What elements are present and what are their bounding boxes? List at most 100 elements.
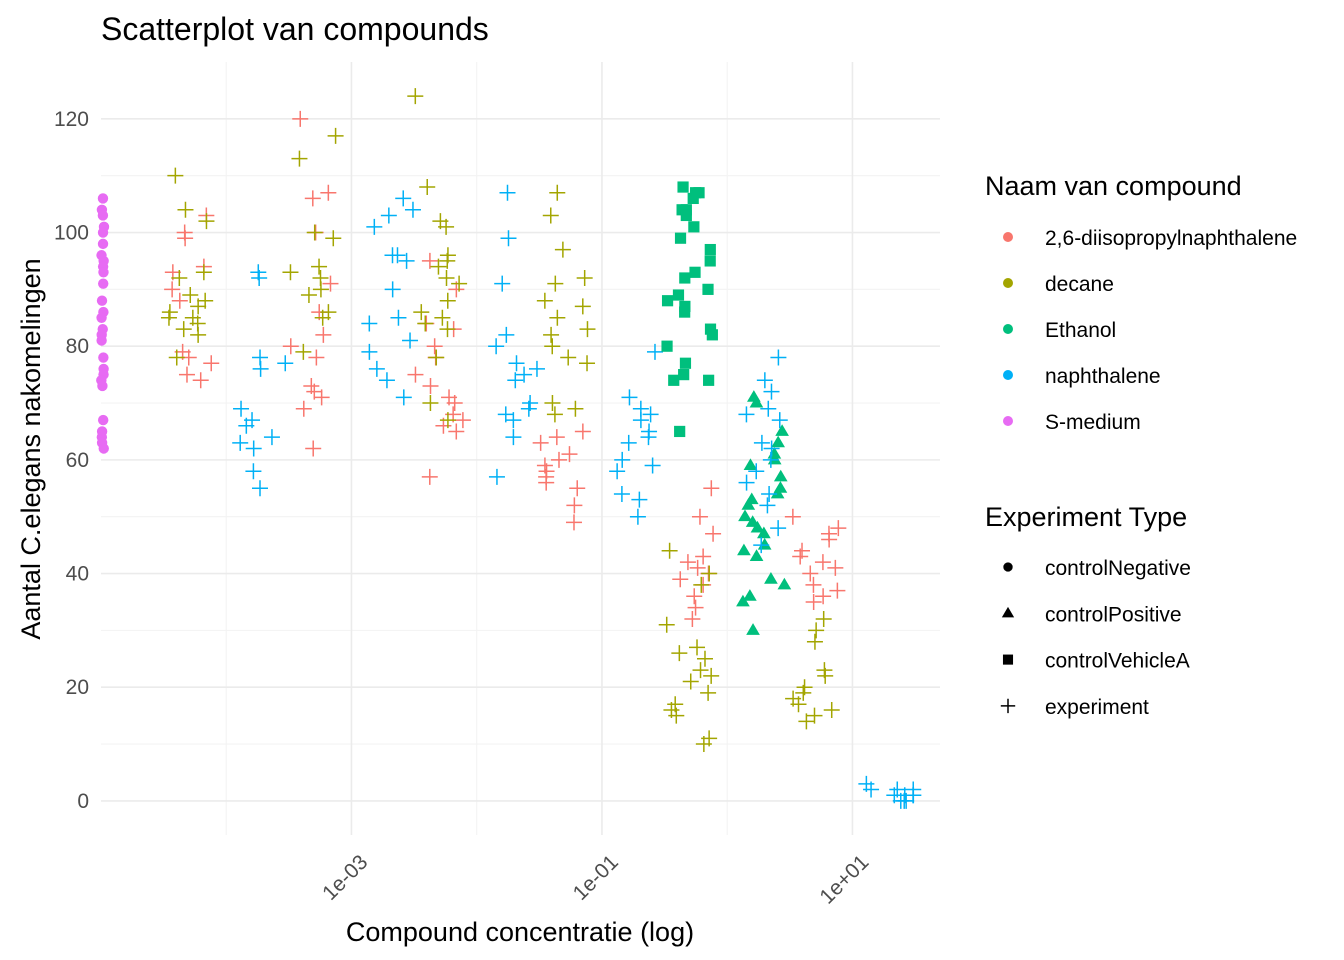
data-point-s-medium-controlnegative [98,267,109,278]
legend-shape-label: controlPositive [1045,603,1182,626]
data-point-ethanol-controlvehiclea [688,221,700,233]
data-point-decane-experiment [546,406,563,423]
data-point-2-6-diisopropylnaphthalene-experiment [192,372,209,389]
data-point-naphthalene-experiment [644,457,661,474]
data-point-decane-experiment [560,349,577,366]
legend-shape-label: controlVehicleA [1045,650,1190,673]
data-point-naphthalene-experiment [516,366,533,383]
data-point-ethanol-controlpositive [743,458,758,471]
data-point-decane-experiment [177,201,194,218]
x-axis-title: Compound concentratie (log) [346,917,694,947]
data-point-decane-experiment [579,321,596,338]
data-point-decane-experiment [314,309,331,326]
data-point-decane-experiment [544,395,561,412]
data-point-ethanol-controlvehiclea [689,266,701,278]
data-point-naphthalene-experiment [753,434,770,451]
data-point-naphthalene-experiment [404,201,421,218]
data-point-naphthalene-experiment [251,480,268,497]
legend-color-label: 2,6-diisopropylnaphthalene [1045,227,1297,250]
data-point-2-6-diisopropylnaphthalene-experiment [313,389,330,406]
data-point-ethanol-controlvehiclea [687,192,699,205]
legend-color-key [1003,278,1013,288]
data-point-decane-experiment [182,287,199,304]
legend-shape-label: experiment [1045,696,1149,719]
data-point-ethanol-controlvehiclea [674,425,686,438]
x-tick-label: 1e-01 [569,851,623,905]
data-point-decane-experiment [567,400,584,417]
data-point-ethanol-controlpositive [746,623,760,635]
data-point-naphthalene-experiment [863,781,880,798]
data-point-2-6-diisopropylnaphthalene-experiment [171,292,188,309]
data-point-decane-experiment [549,309,566,326]
data-point-ethanol-controlpositive [749,395,764,408]
data-point-ethanol-controlpositive [773,469,788,482]
data-point-naphthalene-experiment [500,230,517,247]
data-point-2-6-diisopropylnaphthalene-experiment [691,508,708,525]
y-tick-label: 80 [66,335,89,358]
data-point-decane-experiment [422,395,439,412]
data-point-naphthalene-experiment [277,355,294,372]
data-point-decane-experiment [300,287,317,304]
data-point-ethanol-controlpositive [749,549,764,561]
data-point-naphthalene-experiment [251,269,268,286]
data-point-naphthalene-experiment [398,252,415,269]
y-tick-label: 20 [66,676,89,699]
data-point-ethanol-controlpositive [750,520,765,533]
data-point-ethanol-controlvehiclea [680,204,692,216]
data-point-decane-experiment [434,309,451,326]
data-point-naphthalene-experiment [609,463,626,480]
data-point-naphthalene-experiment [631,491,648,508]
data-point-2-6-diisopropylnaphthalene-experiment [315,326,332,343]
data-point-ethanol-controlvehiclea [690,187,702,199]
legend-color-key [1003,370,1013,380]
data-point-decane-experiment [668,707,685,724]
grid-layer [101,62,940,835]
data-point-decane-experiment [439,252,456,269]
data-point-naphthalene-experiment [738,474,755,491]
data-point-decane-experiment [438,218,455,235]
data-point-2-6-diisopropylnaphthalene-experiment [569,480,586,497]
data-point-s-medium-controlnegative [97,193,109,204]
data-point-ethanol-controlvehiclea [677,181,689,193]
data-point-naphthalene-experiment [488,468,505,485]
data-point-naphthalene-experiment [390,309,407,326]
data-point-decane-experiment [682,673,699,690]
data-point-naphthalene-experiment [368,360,385,377]
data-point-decane-experiment [689,639,706,656]
data-point-decane-experiment [543,326,560,343]
data-point-s-medium-controlnegative [96,295,108,306]
data-point-naphthalene-experiment [238,417,255,434]
data-point-s-medium-controlnegative [96,335,107,346]
data-point-2-6-diisopropylnaphthalene-experiment [821,531,838,548]
color-legend-title: Naam van compound [985,171,1242,201]
y-axis-title: Aantal C.elegans nakomelingen [16,258,46,639]
data-point-decane-experiment [795,684,812,701]
legend-color-label: Ethanol [1045,319,1116,342]
data-point-decane-experiment [295,343,312,360]
data-point-s-medium-controlnegative [97,227,109,238]
data-point-naphthalene-experiment [771,412,788,429]
data-point-decane-experiment [306,224,323,241]
data-point-2-6-diisopropylnaphthalene-experiment [566,497,583,514]
data-point-ethanol-controlvehiclea [679,272,691,284]
data-point-2-6-diisopropylnaphthalene-experiment [448,423,465,440]
data-point-decane-experiment [693,576,710,593]
data-point-decane-experiment [692,662,709,679]
data-point-naphthalene-experiment [642,406,659,423]
data-point-naphthalene-experiment [646,343,663,360]
data-point-2-6-diisopropylnaphthalene-experiment [814,554,831,571]
legend-shape-key [1000,698,1016,714]
legend-shape-label: controlNegative [1045,557,1191,580]
data-point-decane-experiment [160,309,177,326]
shape-legend-title: Experiment Type [985,502,1187,532]
data-point-2-6-diisopropylnaphthalene-experiment [422,377,439,394]
data-point-ethanol-controlvehiclea [661,340,673,352]
data-point-decane-experiment [536,292,553,309]
data-point-ethanol-controlpositive [777,577,792,590]
data-point-decane-experiment [806,707,823,724]
data-point-naphthalene-experiment [233,400,250,417]
data-point-2-6-diisopropylnaphthalene-experiment [421,252,438,269]
data-point-naphthalene-experiment [366,218,383,235]
data-point-ethanol-controlpositive [736,594,750,607]
data-point-ethanol-controlpositive [737,543,751,556]
